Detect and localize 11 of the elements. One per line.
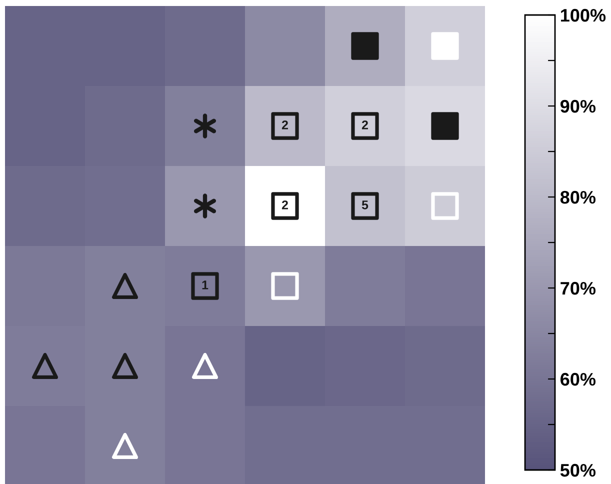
- color-bar-label: 80%: [560, 190, 596, 204]
- annotation: 2: [282, 120, 288, 130]
- color-bar-label: 100%: [561, 8, 606, 22]
- color-bar-label: 70%: [560, 282, 596, 295]
- annotation: 2: [362, 120, 368, 130]
- color-bar-label: 60%: [560, 372, 596, 386]
- annotation: 2: [282, 200, 288, 210]
- annotation: 1: [202, 280, 208, 290]
- color-bar-label: 50%: [560, 464, 596, 477]
- color-bar-label: 90%: [560, 100, 596, 113]
- annotation: 5: [362, 200, 368, 210]
